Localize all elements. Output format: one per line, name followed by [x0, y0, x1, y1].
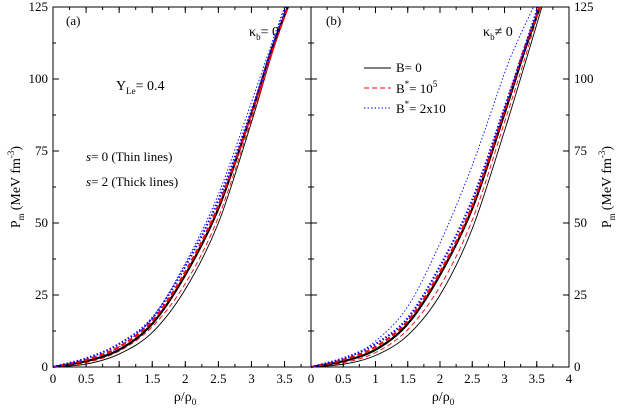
series-line-b-4 [310, 6, 542, 369]
series-line-b-5 [310, 6, 540, 369]
y-tick-label: 75 [35, 143, 48, 158]
y-tick-label: 125 [574, 0, 594, 14]
plot-layer: 0 0.5 1 1.5 2 2.5 3 3.5 0 25 50 75 100 125 0 0.5 1 1.5 2 2.… [29, 0, 594, 386]
x-tick-label: 2 [182, 371, 189, 386]
legend: B= 0 B*= 105 B*= 2x10 [364, 60, 446, 116]
x-tick-label: 0 [308, 371, 315, 386]
x-tick-label: 2.5 [210, 371, 226, 386]
y-tick-label: 75 [574, 143, 587, 158]
series-line-b-0 [310, 6, 543, 368]
x-tick-label: 3.5 [529, 371, 545, 386]
x-axis-label-left: ρ/ρ0 [174, 390, 197, 405]
x-tick-label: 0 [50, 371, 57, 386]
x-tick-label: 0.5 [335, 371, 351, 386]
series-line-b-2 [310, 6, 534, 368]
x-tick-label: 2.5 [464, 371, 480, 386]
y-tick-label: 100 [29, 71, 49, 86]
series-line-a-1 [52, 6, 288, 368]
y-tick-label: 0 [574, 359, 581, 374]
x-tick-label: 1.5 [400, 371, 416, 386]
x-tick-label: 3 [248, 371, 255, 386]
x-tick-label: 0.5 [78, 371, 94, 386]
series-line-a-4 [52, 6, 289, 369]
y-tick-label: 50 [574, 215, 587, 230]
panel-b-kappa: κb≠ 0 [483, 25, 513, 42]
panel-b-frame [310, 6, 570, 368]
y-tick-label: 25 [574, 287, 587, 302]
series-line-a-5 [52, 6, 287, 369]
panel-a-kappa: κb= 0 [249, 25, 279, 42]
y-tick-label: 50 [35, 215, 48, 230]
x-tick-label: 3.5 [276, 371, 292, 386]
x-tick-label: 1 [116, 371, 123, 386]
panel-a-label: (a) [66, 13, 80, 28]
thick-lines-annotation: s= 2 (Thick lines) [86, 174, 178, 189]
x-axis-label-right: ρ/ρ0 [432, 390, 455, 405]
series-line-b-1 [310, 6, 541, 368]
series-line-b-3 [310, 6, 542, 369]
yle-annotation: YLe= 0.4 [116, 79, 165, 96]
y-axis-label-right: Pm(MeV fm-3) [597, 146, 617, 229]
x-tick-label: 3 [501, 371, 508, 386]
panel-b-label: (b) [326, 13, 341, 28]
y-tick-label: 125 [29, 0, 49, 14]
legend-label-b1e5: B*= 105 [396, 79, 438, 96]
x-tick-label: 1.5 [144, 371, 160, 386]
x-tick-label: 2 [437, 371, 444, 386]
thin-lines-annotation: s= 0 (Thin lines) [86, 149, 172, 164]
x-tick-label: 1 [372, 371, 379, 386]
x-tick-label: 4 [566, 371, 573, 386]
y-axis-label-left: Pm(MeV fm-3) [6, 146, 26, 229]
y-tick-label: 0 [42, 359, 49, 374]
legend-label-b0: B= 0 [396, 60, 422, 75]
y-tick-label: 25 [35, 287, 48, 302]
y-tick-label: 100 [574, 71, 594, 86]
legend-label-b2x10: B*= 2x10 [396, 99, 446, 116]
